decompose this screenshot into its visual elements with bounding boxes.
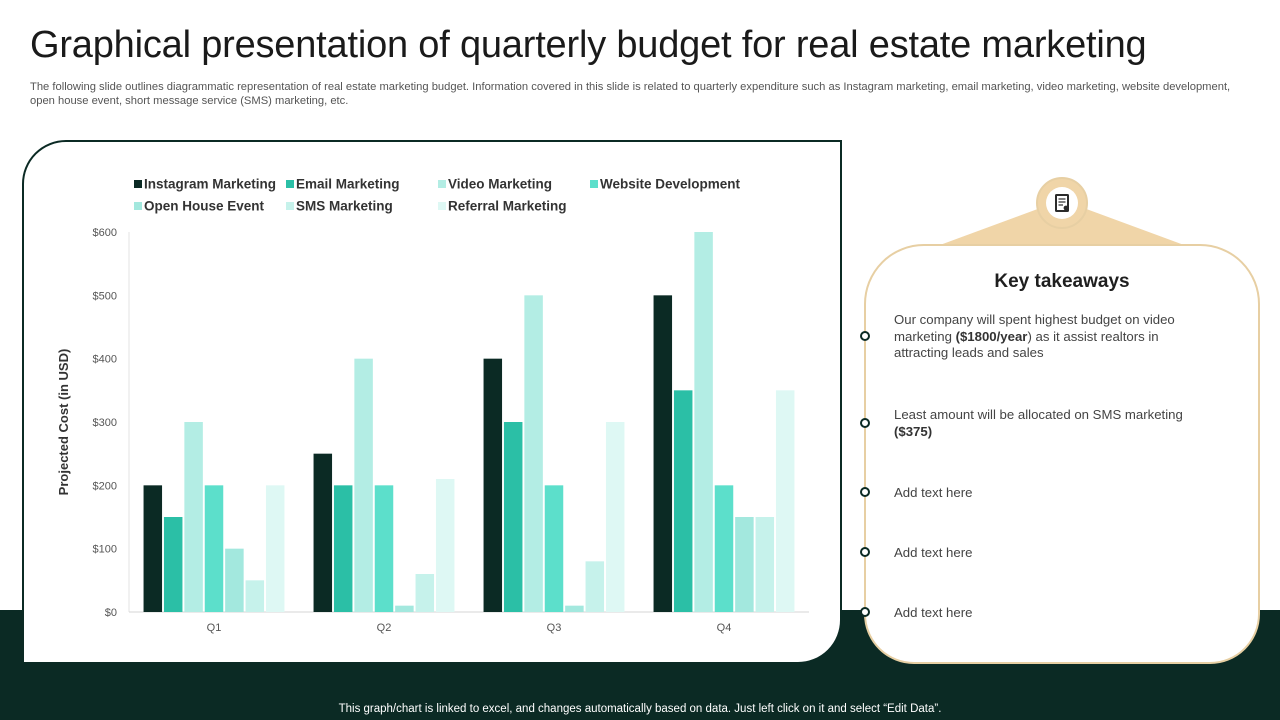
y-tick-label: $100: [93, 544, 117, 556]
bar[interactable]: [415, 574, 435, 612]
legend-swatch: [286, 180, 294, 188]
takeaway-emphasis: ($1800/year: [955, 328, 1028, 344]
bar[interactable]: [565, 605, 584, 612]
bar[interactable]: [245, 580, 265, 612]
bar[interactable]: [524, 295, 543, 612]
y-tick-label: $400: [93, 354, 117, 366]
key-takeaways-card: Key takeaways Our company will spent hig…: [860, 244, 1260, 664]
notepad-icon: [1055, 194, 1069, 212]
bar[interactable]: [585, 561, 605, 612]
takeaway-badge: [1036, 177, 1088, 229]
bar[interactable]: [503, 422, 523, 612]
chart-panel[interactable]: Instagram Marketing Email Marketing Video …: [22, 140, 842, 664]
bar[interactable]: [163, 517, 183, 612]
bar-chart[interactable]: Instagram Marketing Email Marketing Video …: [24, 142, 840, 662]
badge-inner: [1046, 187, 1078, 219]
legend-swatch: [590, 180, 598, 188]
x-tick-label: Q1: [207, 622, 222, 634]
bar[interactable]: [653, 295, 673, 612]
legend-label: Email Marketing: [296, 177, 400, 192]
bullet-dot: [860, 547, 870, 557]
bar[interactable]: [204, 485, 224, 612]
legend-label: Video Marketing: [448, 177, 552, 192]
takeaways-title: Key takeaways: [994, 271, 1130, 292]
bar[interactable]: [775, 390, 795, 612]
legend-label: Open House Event: [144, 199, 265, 214]
bar[interactable]: [395, 605, 414, 612]
bar[interactable]: [225, 548, 244, 612]
y-tick-label: $200: [93, 480, 117, 492]
y-tick-label: $0: [105, 607, 117, 619]
page-title: Graphical presentation of quarterly budg…: [30, 24, 1147, 66]
bar[interactable]: [313, 453, 333, 612]
chart-legend: Instagram Marketing Email Marketing Video …: [134, 177, 741, 214]
takeaway-item-1: Our company will spent highest budget on…: [894, 312, 1184, 362]
bar[interactable]: [673, 390, 693, 612]
takeaway-text: ) as it assist realtors in attracting le…: [894, 328, 1159, 361]
bar[interactable]: [265, 485, 285, 612]
chart-bars: [143, 232, 795, 612]
takeaway-item-4[interactable]: Add text here: [894, 545, 973, 560]
x-tick-label: Q4: [717, 622, 732, 634]
legend-swatch: [286, 202, 294, 210]
takeaway-emphasis: ($375): [894, 423, 933, 439]
bar[interactable]: [605, 422, 625, 612]
bar[interactable]: [694, 232, 713, 612]
bar[interactable]: [143, 485, 163, 612]
x-tick-label: Q3: [547, 622, 562, 634]
footer-note: This graph/chart is linked to excel, and…: [338, 703, 942, 715]
legend-swatch: [438, 202, 446, 210]
legend-label: Referral Marketing: [448, 199, 567, 214]
bar[interactable]: [333, 485, 353, 612]
bar[interactable]: [184, 422, 203, 612]
connector-triangle: [940, 200, 1184, 245]
x-tick-label: Q2: [377, 622, 392, 634]
legend-label: SMS Marketing: [296, 199, 393, 214]
y-axis-title: Projected Cost (in USD): [56, 349, 71, 496]
legend-swatch: [438, 180, 446, 188]
legend-swatch: [134, 202, 142, 210]
y-tick-label: $300: [93, 417, 117, 429]
y-tick-label: $600: [93, 227, 117, 239]
takeaway-item-2: Least amount will be allocated on SMS ma…: [894, 407, 1184, 440]
bar[interactable]: [544, 485, 564, 612]
takeaway-item-3[interactable]: Add text here: [894, 485, 973, 500]
bar[interactable]: [714, 485, 734, 612]
page-subtitle: The following slide outlines diagrammati…: [30, 81, 1231, 107]
bullet-dot: [860, 607, 870, 617]
bullet-dot: [860, 487, 870, 497]
legend-label: Website Development: [600, 177, 741, 192]
bar[interactable]: [735, 517, 754, 612]
legend-swatch: [134, 180, 142, 188]
takeaway-text: Least amount will be allocated on SMS ma…: [894, 407, 1183, 422]
y-tick-label: $500: [93, 290, 117, 302]
bar[interactable]: [374, 485, 394, 612]
takeaway-text: Our company will spent highest budget on…: [894, 312, 1175, 344]
legend-label: Instagram Marketing: [144, 177, 276, 192]
bar[interactable]: [483, 358, 503, 612]
bullet-dot: [860, 331, 870, 341]
takeaway-item-5[interactable]: Add text here: [894, 605, 973, 620]
bar[interactable]: [755, 517, 775, 612]
bullet-dot: [860, 418, 870, 428]
bar[interactable]: [435, 479, 455, 612]
bar[interactable]: [354, 358, 373, 612]
